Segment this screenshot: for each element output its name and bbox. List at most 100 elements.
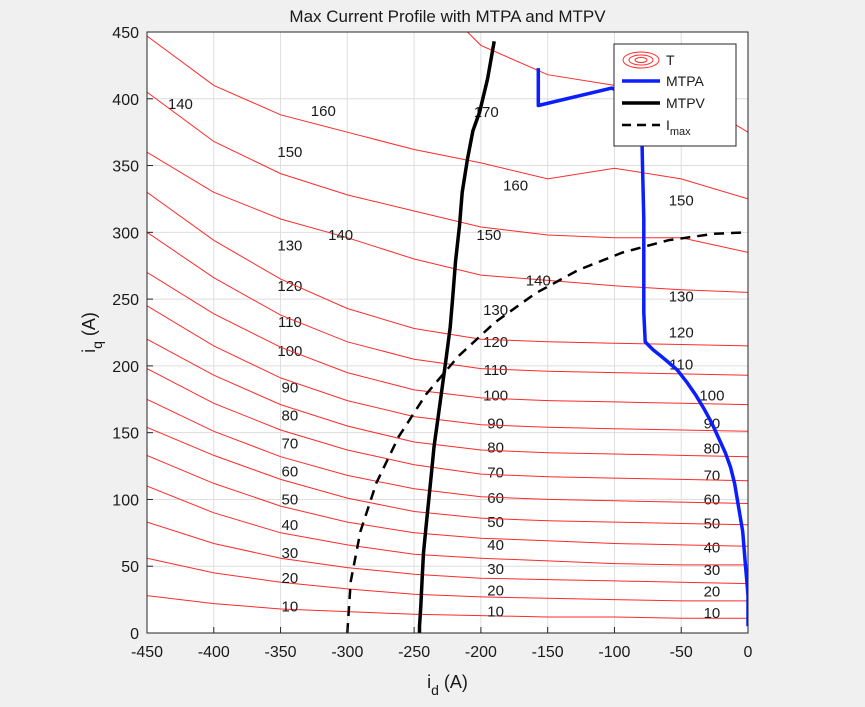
y-axis-label: iq (A) xyxy=(79,312,105,353)
contour-label-80: 80 xyxy=(704,441,721,458)
contour-label-60: 60 xyxy=(282,463,299,480)
y-tick-label: 450 xyxy=(112,25,139,42)
contour-label-160: 160 xyxy=(311,103,336,120)
torque-contour-90 xyxy=(147,338,748,458)
legend-swatch-torque xyxy=(622,51,660,69)
contour-label-130: 130 xyxy=(483,302,508,319)
torque-contour-30 xyxy=(147,521,748,585)
series-line-mtpa xyxy=(536,68,748,627)
x-tick-label: -450 xyxy=(131,644,163,661)
x-tick-label: -300 xyxy=(331,644,363,661)
torque-contour-110 xyxy=(147,271,748,406)
grid-lines xyxy=(146,31,749,634)
axis-ticks: -450 -400 -350 -300 -250 -200 -150 -100 -50 0 0 50 1… xyxy=(112,25,752,661)
contour-label-70: 70 xyxy=(704,467,721,484)
torque-contour-10 xyxy=(147,595,748,619)
contour-label-100: 100 xyxy=(699,387,724,404)
contour-label-150: 150 xyxy=(476,227,501,244)
contour-label-20: 20 xyxy=(704,584,721,601)
torque-contour-60 xyxy=(147,426,748,526)
contour-label-30: 30 xyxy=(282,545,299,562)
contour-label-140: 140 xyxy=(328,227,353,244)
x-tick-label: -200 xyxy=(465,644,497,661)
contour-label-110: 110 xyxy=(278,314,302,331)
torque-contour-70 xyxy=(147,398,748,504)
contour-label-70: 70 xyxy=(282,435,299,452)
torque-contour-150 xyxy=(147,91,748,253)
y-tick-label: 150 xyxy=(112,426,139,443)
x-tick-label: -350 xyxy=(265,644,297,661)
contour-label-50: 50 xyxy=(487,514,504,531)
legend: T MTPA MTPV Imax xyxy=(613,43,737,147)
contour-label-120: 120 xyxy=(277,278,302,295)
contour-label-100: 100 xyxy=(277,343,302,360)
contour-label-90: 90 xyxy=(487,415,504,432)
torque-contour-40 xyxy=(147,485,748,566)
contour-label-90: 90 xyxy=(282,379,299,396)
x-tick-label: -250 xyxy=(398,644,430,661)
contour-label-140: 140 xyxy=(526,272,551,289)
torque-contour-50 xyxy=(147,454,748,547)
contour-label-160: 160 xyxy=(503,178,528,195)
contour-label-150: 150 xyxy=(669,192,694,209)
series-line-mtpv xyxy=(417,40,496,633)
legend-label-imax-main: I xyxy=(666,117,670,133)
y-axis-label-unit: (A) xyxy=(79,312,99,341)
torque-contour-160 xyxy=(147,35,748,200)
contour-label-60: 60 xyxy=(487,490,504,507)
y-tick-label: 200 xyxy=(112,359,139,376)
y-tick-label: 400 xyxy=(112,92,139,109)
contour-label-50: 50 xyxy=(282,491,299,508)
legend-label-mtpv: MTPV xyxy=(666,95,706,111)
contour-label-140: 140 xyxy=(168,96,193,113)
y-tick-label: 0 xyxy=(130,626,139,643)
legend-contour-middle xyxy=(628,54,654,66)
y-tick-label: 350 xyxy=(112,159,139,176)
legend-box xyxy=(613,43,737,147)
x-tick-label: 0 xyxy=(744,644,753,661)
y-axis-label-main: i xyxy=(79,349,99,353)
y-tick-label: 300 xyxy=(112,225,139,242)
chart-title: Max Current Profile with MTPA and MTPV xyxy=(289,7,606,26)
x-tick-label: -150 xyxy=(532,644,564,661)
y-tick-label: 100 xyxy=(112,492,139,509)
x-axis-label-main: i xyxy=(427,672,431,692)
contour-label-10: 10 xyxy=(282,598,299,615)
x-axis-label-sub: d xyxy=(431,682,439,698)
contour-label-130: 130 xyxy=(277,238,302,255)
torque-contour-120 xyxy=(147,231,748,376)
contour-label-10: 10 xyxy=(704,605,721,622)
plot-frame xyxy=(146,31,749,634)
series-lines xyxy=(346,40,748,633)
contour-label-20: 20 xyxy=(487,582,504,599)
contour-label-10: 10 xyxy=(487,604,504,621)
legend-label-mtpa: MTPA xyxy=(666,73,705,89)
y-tick-label: 50 xyxy=(121,559,139,576)
x-tick-label: -100 xyxy=(598,644,630,661)
series-line-imax xyxy=(346,231,748,633)
x-axis-label: id (A) xyxy=(427,672,468,698)
torque-contour-20 xyxy=(147,557,748,602)
contour-label-60: 60 xyxy=(704,491,721,508)
y-axis-label-sub: q xyxy=(89,341,105,349)
contour-label-150: 150 xyxy=(277,144,302,161)
x-tick-label: -400 xyxy=(198,644,230,661)
contour-label-40: 40 xyxy=(487,537,504,554)
legend-contour-outer xyxy=(622,51,660,69)
contour-label-80: 80 xyxy=(282,407,299,424)
contour-label-40: 40 xyxy=(282,517,299,534)
torque-contour-80 xyxy=(147,368,748,482)
torque-contour-100 xyxy=(147,305,748,432)
contour-label-70: 70 xyxy=(487,465,504,482)
x-axis-label-unit: (A) xyxy=(439,672,468,692)
contour-label-130: 130 xyxy=(669,288,694,305)
torque-contour-140 xyxy=(147,151,748,293)
contour-label-120: 120 xyxy=(483,334,508,351)
contour-label-100: 100 xyxy=(483,387,508,404)
contour-label-80: 80 xyxy=(487,439,504,456)
x-tick-label: -50 xyxy=(670,644,693,661)
contour-label-30: 30 xyxy=(704,562,721,579)
